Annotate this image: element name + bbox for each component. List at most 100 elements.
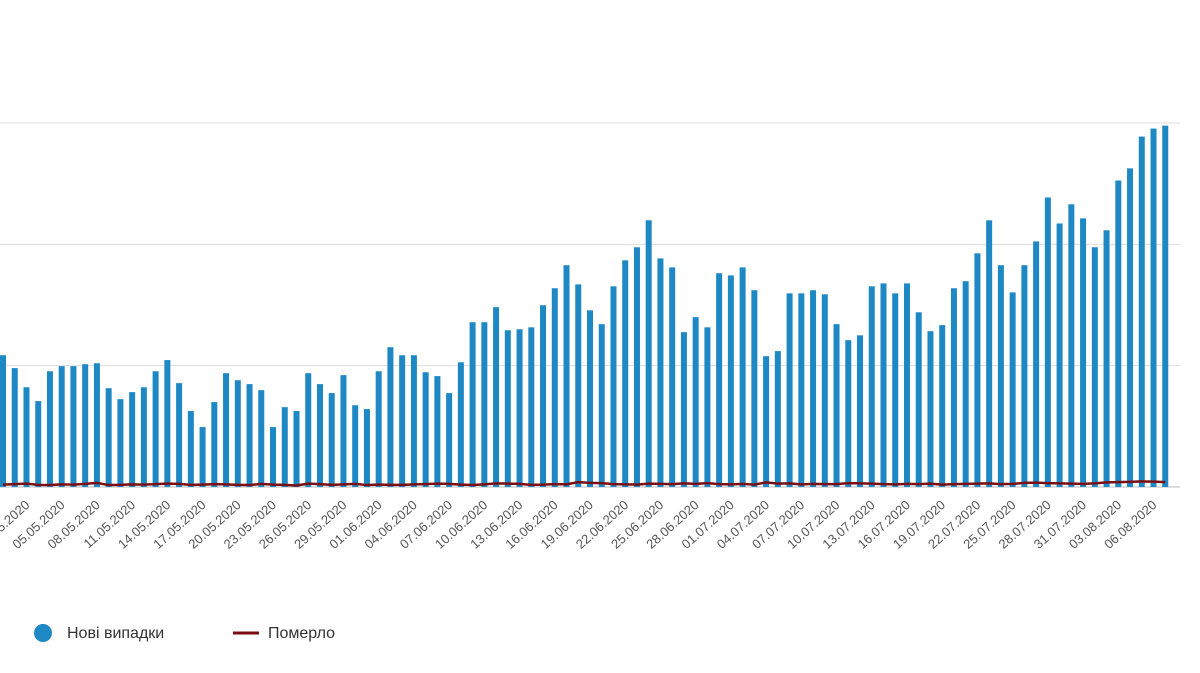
bar [857, 335, 864, 487]
bar [786, 293, 793, 487]
bar [950, 288, 957, 487]
bar [281, 407, 288, 487]
line [2, 480, 1166, 487]
bar [293, 411, 300, 487]
bar [997, 265, 1004, 487]
bar [974, 253, 981, 487]
bar [680, 332, 687, 487]
bar [1021, 265, 1028, 487]
bar [270, 427, 277, 487]
bar [727, 275, 734, 487]
bar [798, 293, 805, 487]
bar [82, 364, 89, 487]
legend-label: Померло [268, 625, 335, 642]
bar [0, 355, 6, 487]
bar [868, 286, 875, 487]
bar [1009, 292, 1016, 487]
bar [845, 340, 852, 487]
bar [211, 402, 218, 487]
bar [892, 293, 899, 487]
bar [516, 329, 523, 487]
bar [422, 372, 429, 487]
bar [363, 409, 370, 487]
bar [493, 307, 500, 487]
bar [58, 366, 65, 487]
legend: Нові випадки Померло [34, 624, 335, 642]
bar [93, 363, 100, 487]
bar [563, 265, 570, 487]
bar [716, 273, 723, 487]
bar [46, 371, 53, 487]
bar [528, 327, 535, 487]
bar [1150, 128, 1157, 487]
bar [340, 375, 347, 487]
bar [328, 393, 335, 487]
bar [645, 220, 652, 487]
bar [246, 384, 253, 487]
bar [11, 368, 18, 487]
bar [399, 355, 406, 487]
bar [457, 362, 464, 487]
bar [305, 373, 312, 487]
bar [1044, 197, 1051, 488]
bar [1103, 230, 1110, 487]
bar [633, 247, 640, 487]
bar [469, 322, 476, 487]
bar [504, 330, 511, 487]
bar [117, 399, 124, 487]
bar [140, 387, 147, 487]
bar [187, 411, 194, 487]
legend-label: Нові випадки [67, 625, 164, 642]
bar [669, 267, 676, 487]
bar [587, 310, 593, 487]
bar [622, 260, 629, 487]
legend-swatch [34, 624, 52, 642]
bar [1091, 247, 1098, 487]
bar [1127, 168, 1134, 487]
bar [739, 267, 746, 487]
bar [610, 286, 617, 487]
bar [35, 401, 42, 487]
bar [774, 351, 781, 487]
bar [880, 283, 887, 487]
bar [410, 355, 417, 487]
bar [1056, 223, 1063, 488]
bar [810, 290, 817, 487]
bar [927, 331, 934, 487]
bar [1138, 136, 1145, 487]
bar [352, 405, 359, 487]
bar [551, 288, 558, 487]
bar [540, 305, 547, 487]
bar [1080, 218, 1087, 488]
bar [387, 347, 394, 487]
bar [1115, 180, 1122, 487]
bar [199, 427, 206, 487]
bar [434, 376, 441, 487]
bar [833, 324, 840, 487]
bar [962, 281, 969, 487]
bar [598, 324, 605, 487]
bar [258, 390, 265, 487]
bar [657, 258, 664, 487]
bar [704, 327, 711, 487]
bar [1068, 204, 1075, 487]
bar [164, 360, 171, 487]
bar [1033, 241, 1040, 487]
bar [575, 284, 582, 487]
bar [481, 322, 488, 487]
bar [939, 325, 946, 487]
bar [23, 387, 30, 487]
bar [176, 383, 183, 487]
bar [105, 388, 112, 487]
bar [223, 373, 230, 487]
bar [375, 371, 382, 487]
bar [821, 294, 828, 487]
bar [152, 371, 159, 487]
bar [915, 312, 922, 487]
bar [986, 220, 993, 487]
bar [903, 283, 910, 487]
bar [316, 384, 323, 487]
bar [446, 393, 453, 487]
bar [763, 356, 770, 487]
